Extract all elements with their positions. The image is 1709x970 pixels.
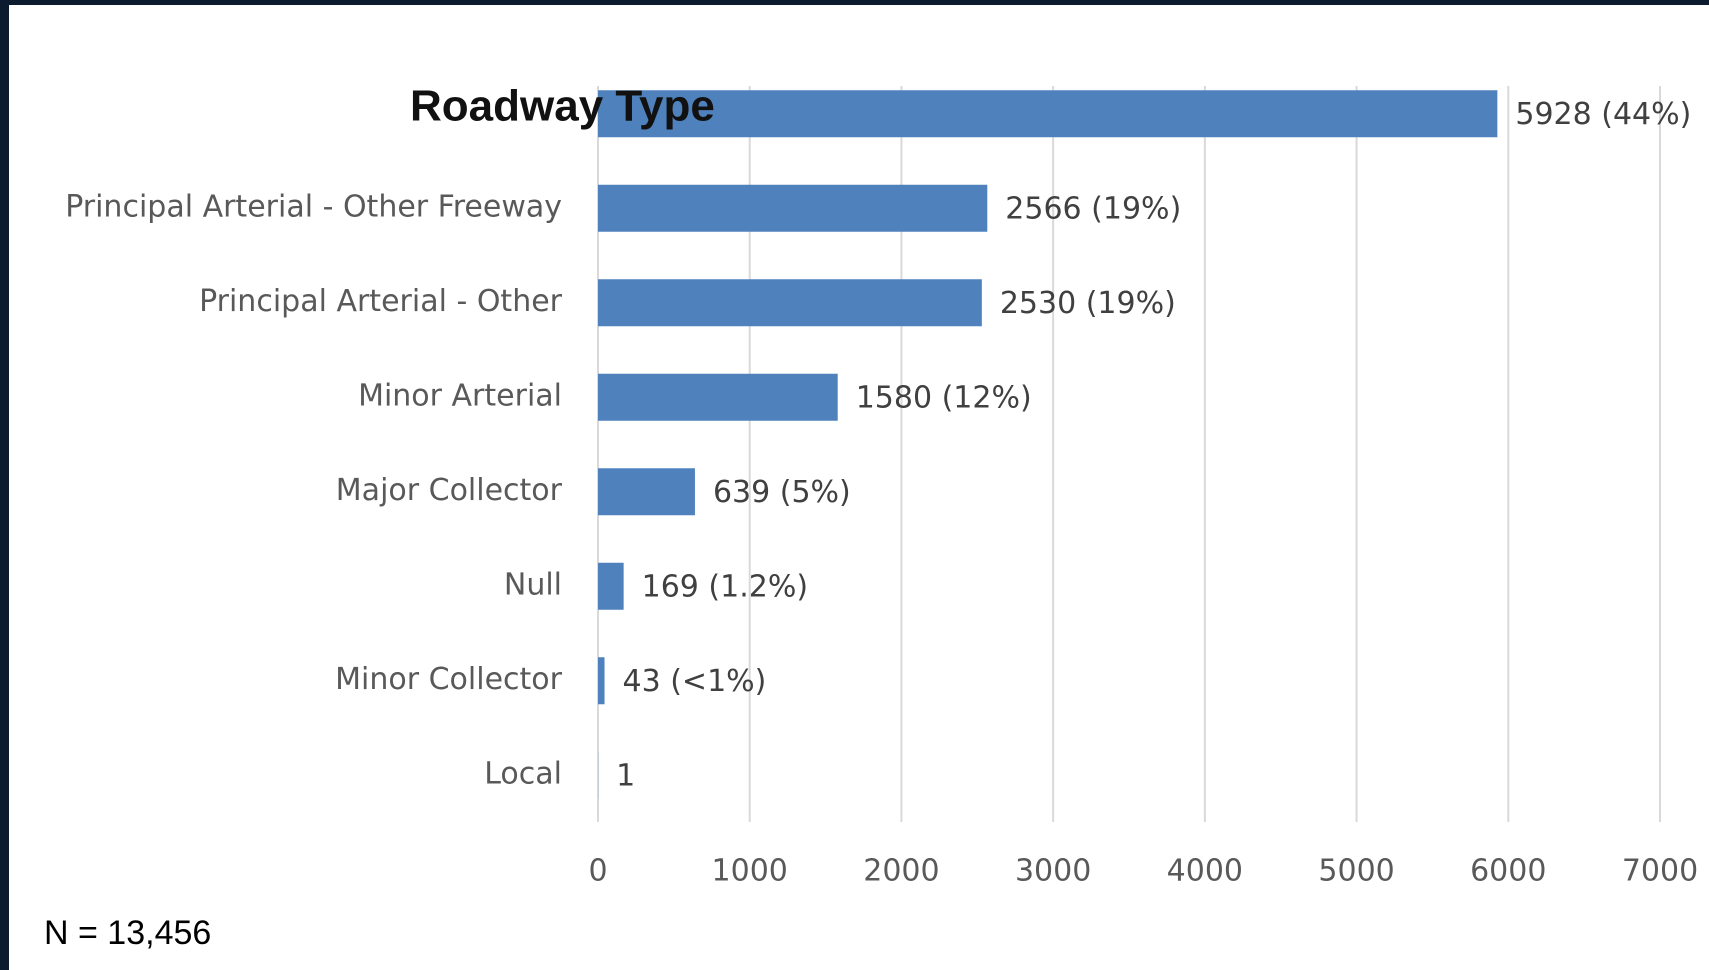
value-label: 1 [616, 758, 635, 793]
value-label: 2566 (19%) [1005, 191, 1181, 226]
value-label: 1580 (12%) [856, 380, 1032, 415]
footnote: N = 13,456 [44, 914, 211, 952]
x-tick-label: 7000 [1622, 854, 1698, 889]
value-label: 43 (<1%) [623, 664, 767, 699]
bar [598, 90, 1498, 138]
value-label: 2530 (19%) [1000, 286, 1176, 321]
y-tick-label: Local [484, 756, 562, 791]
bar [598, 657, 605, 705]
x-tick-label: 4000 [1167, 854, 1243, 889]
bar [598, 279, 982, 327]
value-label: 639 (5%) [713, 475, 851, 510]
chart-title: Roadway Type [410, 82, 715, 131]
x-tick-label: 1000 [712, 854, 788, 889]
bar [598, 184, 988, 232]
value-label: 5928 (44%) [1515, 97, 1691, 132]
y-tick-label: Major Collector [336, 473, 563, 508]
x-tick-label: 3000 [1015, 854, 1091, 889]
value-label: 169 (1.2%) [642, 569, 808, 604]
y-tick-label: Minor Arterial [358, 378, 562, 413]
bar [598, 468, 695, 516]
x-tick-label: 5000 [1318, 854, 1394, 889]
bar [598, 373, 838, 421]
x-tick-label: 0 [588, 854, 607, 889]
y-tick-label: Minor Collector [335, 662, 562, 697]
background [9, 5, 1709, 970]
x-tick-label: 2000 [863, 854, 939, 889]
y-tick-label: Principal Arterial - Other Freeway [65, 189, 562, 224]
y-tick-label: Principal Arterial - Other [199, 284, 563, 319]
x-tick-label: 6000 [1470, 854, 1546, 889]
y-tick-label: Null [504, 567, 562, 602]
bar [598, 562, 624, 610]
